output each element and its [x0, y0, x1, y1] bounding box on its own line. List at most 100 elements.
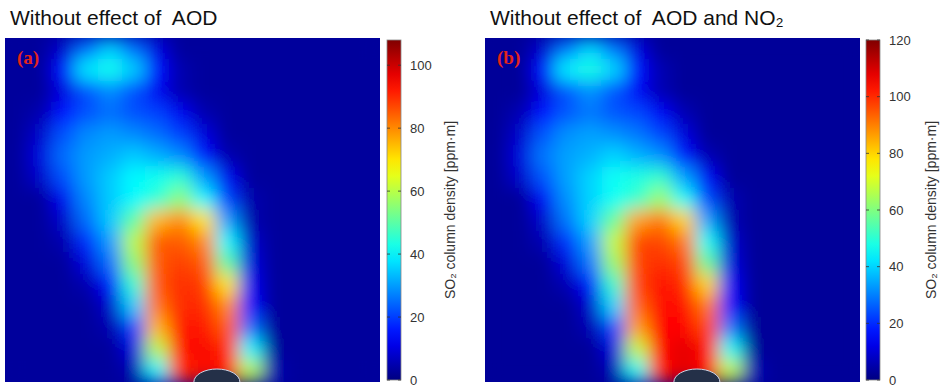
- heat-cell: [719, 124, 743, 147]
- heat-cell: [531, 167, 555, 190]
- colorbar: [387, 40, 401, 380]
- heat-cell: [578, 296, 602, 319]
- heat-cell: [602, 360, 626, 382]
- heat-cell: [813, 188, 837, 211]
- colorbar-tick: [398, 128, 401, 129]
- heat-cell: [836, 124, 860, 147]
- heat-cell: [333, 59, 357, 82]
- heat-cell: [169, 231, 193, 254]
- heat-cell: [239, 102, 263, 125]
- heat-cell: [789, 360, 813, 382]
- heat-cell: [485, 274, 509, 297]
- heat-cell: [262, 102, 286, 125]
- heat-cell: [239, 253, 263, 276]
- heat-cell: [578, 188, 602, 211]
- heat-cell: [508, 102, 532, 125]
- heat-cell: [602, 253, 626, 276]
- colorbar-tick-label: 20: [889, 316, 903, 331]
- heat-cell: [531, 210, 555, 233]
- heat-cell: [555, 360, 579, 382]
- heat-cell: [51, 253, 75, 276]
- heat-cell: [145, 81, 169, 104]
- heat-cell: [742, 167, 766, 190]
- heat-cell: [75, 145, 99, 168]
- heat-cell: [531, 317, 555, 340]
- heat-cell: [51, 296, 75, 319]
- heat-cell: [192, 231, 216, 254]
- heat-cell: [649, 339, 673, 362]
- heat-cell: [649, 102, 673, 125]
- heat-cell: [789, 167, 813, 190]
- heat-cell: [333, 102, 357, 125]
- heat-cell: [672, 145, 696, 168]
- heat-cell: [578, 317, 602, 340]
- heat-cell: [531, 59, 555, 82]
- heat-cell: [356, 253, 380, 276]
- heat-cell: [813, 167, 837, 190]
- heat-cell: [742, 296, 766, 319]
- heat-cell: [239, 317, 263, 340]
- heat-cell: [789, 296, 813, 319]
- heat-cell: [169, 210, 193, 233]
- heat-cell: [122, 296, 146, 319]
- heat-cell: [5, 81, 29, 104]
- heat-cell: [262, 210, 286, 233]
- heat-cell: [555, 317, 579, 340]
- heat-cell: [239, 167, 263, 190]
- heat-cell: [625, 188, 649, 211]
- heat-cell: [695, 145, 719, 168]
- colorbar-tick: [387, 317, 390, 318]
- heat-cell: [262, 274, 286, 297]
- heat-cell: [836, 167, 860, 190]
- heat-cell: [192, 296, 216, 319]
- heat-cell: [719, 167, 743, 190]
- heat-cell: [836, 38, 860, 60]
- heat-cell: [508, 124, 532, 147]
- heat-cell: [625, 253, 649, 276]
- heat-cell: [356, 102, 380, 125]
- heat-cell: [28, 188, 52, 211]
- heat-cell: [719, 253, 743, 276]
- heat-cell: [789, 145, 813, 168]
- heat-cell: [695, 274, 719, 297]
- heat-cell: [719, 360, 743, 382]
- heat-cell: [766, 38, 790, 60]
- heat-cell: [333, 253, 357, 276]
- heat-cell: [742, 274, 766, 297]
- heat-cell: [309, 339, 333, 362]
- heat-cell: [75, 296, 99, 319]
- heat-cell: [192, 339, 216, 362]
- heat-cell: [485, 188, 509, 211]
- heat-cell: [75, 360, 99, 382]
- heat-cell: [309, 317, 333, 340]
- heat-cell: [356, 317, 380, 340]
- heat-cell: [98, 167, 122, 190]
- heat-cell: [649, 59, 673, 82]
- heat-cell: [5, 231, 29, 254]
- heat-cell: [789, 339, 813, 362]
- heat-cell: [672, 231, 696, 254]
- heat-cell: [813, 296, 837, 319]
- heat-cell: [578, 38, 602, 60]
- heat-cell: [262, 231, 286, 254]
- colorbar-tick: [866, 210, 869, 211]
- heat-cell: [578, 360, 602, 382]
- heat-cell: [625, 231, 649, 254]
- heat-cell: [286, 210, 310, 233]
- heat-cell: [766, 296, 790, 319]
- colorbar-tick-label: 60: [889, 203, 903, 218]
- heat-cell: [836, 59, 860, 82]
- heat-cell: [555, 167, 579, 190]
- heat-cell: [625, 296, 649, 319]
- panel-title: Without effect of AOD and NO₂: [490, 6, 784, 29]
- heat-cell: [215, 231, 239, 254]
- heat-cell: [51, 81, 75, 104]
- heat-cell: [789, 81, 813, 104]
- heat-cell: [719, 188, 743, 211]
- colorbar-tick-label: 100: [410, 58, 432, 73]
- heat-cell: [122, 59, 146, 82]
- heat-cell: [555, 81, 579, 104]
- heat-cell: [75, 167, 99, 190]
- heat-cell: [789, 102, 813, 125]
- heat-cell: [215, 59, 239, 82]
